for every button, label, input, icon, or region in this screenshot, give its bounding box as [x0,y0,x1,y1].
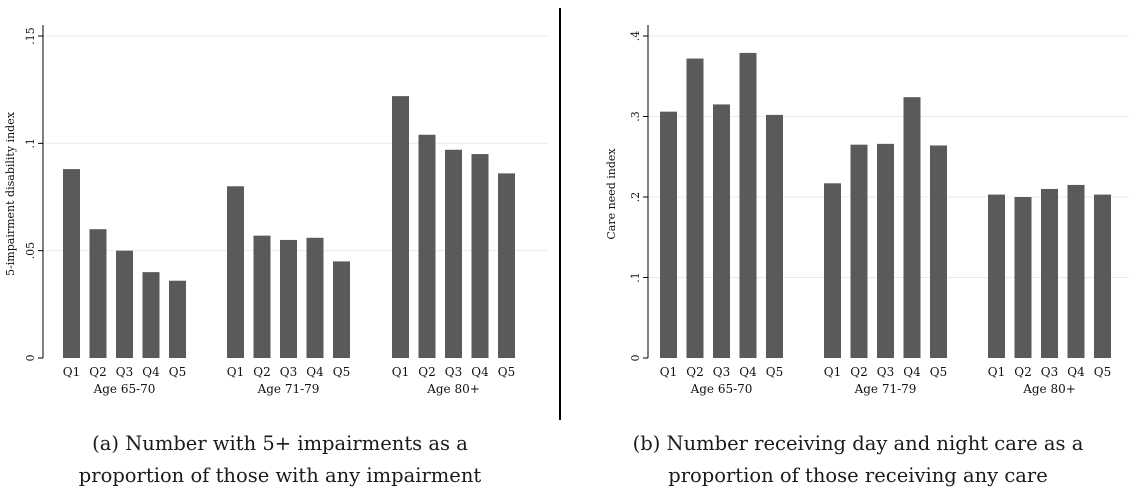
category-label-a-g3-2: Q2 [418,365,435,379]
group-label-b-2: Age 71-79 [854,382,917,396]
category-label-a-g3-1: Q1 [392,365,409,379]
bar-b-g3-q2 [1014,197,1032,358]
category-label-a-g2-5: Q5 [333,365,350,379]
category-label-b-g1-5: Q5 [766,365,783,379]
caption-b-line-1: (b) Number receiving day and night care … [632,432,1084,455]
category-label-b-g3-4: Q4 [1067,365,1085,379]
group-label-a-3: Age 80+ [426,382,480,396]
category-label-a-g2-1: Q1 [227,365,244,379]
ytick-label-b-0: 0 [629,355,642,362]
y-axis-label-b: Care need index [605,148,618,240]
category-label-b-g1-3: Q3 [713,365,730,379]
category-label-b-g3-2: Q2 [1014,365,1031,379]
category-label-b-g3-5: Q5 [1094,365,1111,379]
category-label-b-g2-4: Q4 [903,365,921,379]
bar-b-g2-q1 [824,183,841,358]
bar-b-g2-q2 [850,144,868,358]
ytick-label-b-3: .3 [629,111,642,122]
bar-a-g1-q3 [116,250,133,358]
category-label-a-g3-5: Q5 [498,365,515,379]
bar-b-g3-q5 [1094,194,1111,358]
bar-b-g3-q1 [988,194,1005,358]
ytick-label-a-2: .1 [24,138,37,149]
category-label-a-g3-3: Q3 [445,365,462,379]
category-label-b-g3-1: Q1 [988,365,1005,379]
bar-b-g1-q5 [766,114,783,358]
bar-a-g2-q1 [227,186,244,358]
group-label-b-3: Age 80+ [1022,382,1076,396]
category-label-a-g1-2: Q2 [89,365,106,379]
category-label-b-g2-5: Q5 [930,365,947,379]
category-label-a-g3-4: Q4 [471,365,489,379]
bar-b-g1-q1 [660,111,677,358]
y-axis-label-a: 5-impairment disability index [4,111,17,276]
bar-b-g3-q3 [1041,188,1058,358]
bar-a-g2-q5 [333,261,350,358]
category-label-b-g1-1: Q1 [660,365,677,379]
bar-a-g2-q3 [280,239,297,358]
caption-a-line-2: proportion of those with any impairment [78,464,482,487]
category-label-b-g3-3: Q3 [1041,365,1058,379]
bar-a-g3-q4 [471,154,489,358]
category-label-a-g2-3: Q3 [280,365,297,379]
ytick-label-a-1: .05 [24,242,37,260]
group-label-a-1: Age 65-70 [93,382,156,396]
panel-divider [559,8,561,420]
bar-a-g2-q2 [253,235,271,358]
category-label-a-g1-5: Q5 [169,365,186,379]
caption-a-line-1: (a) Number with 5+ impairments as a [92,432,468,455]
caption-b-line-2: proportion of those receiving any care [668,464,1048,487]
category-label-a-g2-4: Q4 [306,365,324,379]
ytick-label-b-1: .1 [629,272,642,283]
bar-a-g3-q3 [445,149,462,358]
bar-a-g1-q1 [63,169,80,358]
ytick-label-b-2: .2 [629,192,642,203]
chart-panel-a: 0 .05 .1 .15 5-impairment disability index Q1… [4,25,548,396]
ytick-label-b-4: .4 [629,31,642,42]
category-label-a-g1-3: Q3 [116,365,133,379]
bar-b-g1-q4 [739,52,757,358]
bar-b-g1-q2 [686,58,704,358]
bar-a-g1-q2 [89,229,107,358]
caption-a: (a) Number with 5+ impairments as a prop… [10,428,550,492]
category-label-b-g2-1: Q1 [824,365,841,379]
chart-panel-b: 0 .1 .2 .3 .4 Care need index Q1 Q2 Q3 Q4 Q5 Age 65… [605,25,1129,396]
bar-a-g2-q4 [306,237,324,358]
category-label-b-g2-2: Q2 [850,365,867,379]
category-label-a-g1-4: Q4 [142,365,160,379]
bar-a-g3-q5 [498,173,515,358]
bar-a-g3-q2 [418,134,436,358]
category-label-b-g2-3: Q3 [877,365,894,379]
category-label-a-g1-1: Q1 [63,365,80,379]
group-label-b-1: Age 65-70 [690,382,753,396]
category-label-b-g1-4: Q4 [739,365,757,379]
bar-a-g1-q5 [169,280,186,358]
bar-b-g2-q4 [903,97,921,359]
bar-a-g1-q4 [142,272,160,358]
category-label-a-g2-2: Q2 [253,365,270,379]
ytick-label-a-0: 0 [24,355,37,362]
bar-b-g2-q5 [930,145,947,358]
ytick-label-a-3: .15 [24,27,37,45]
group-label-a-2: Age 71-79 [257,382,320,396]
caption-b: (b) Number receiving day and night care … [578,428,1138,492]
bar-b-g1-q3 [713,104,730,358]
category-label-b-g1-2: Q2 [686,365,703,379]
bar-b-g3-q4 [1067,184,1085,358]
bar-a-g3-q1 [392,96,409,359]
bar-b-g2-q3 [877,143,894,358]
